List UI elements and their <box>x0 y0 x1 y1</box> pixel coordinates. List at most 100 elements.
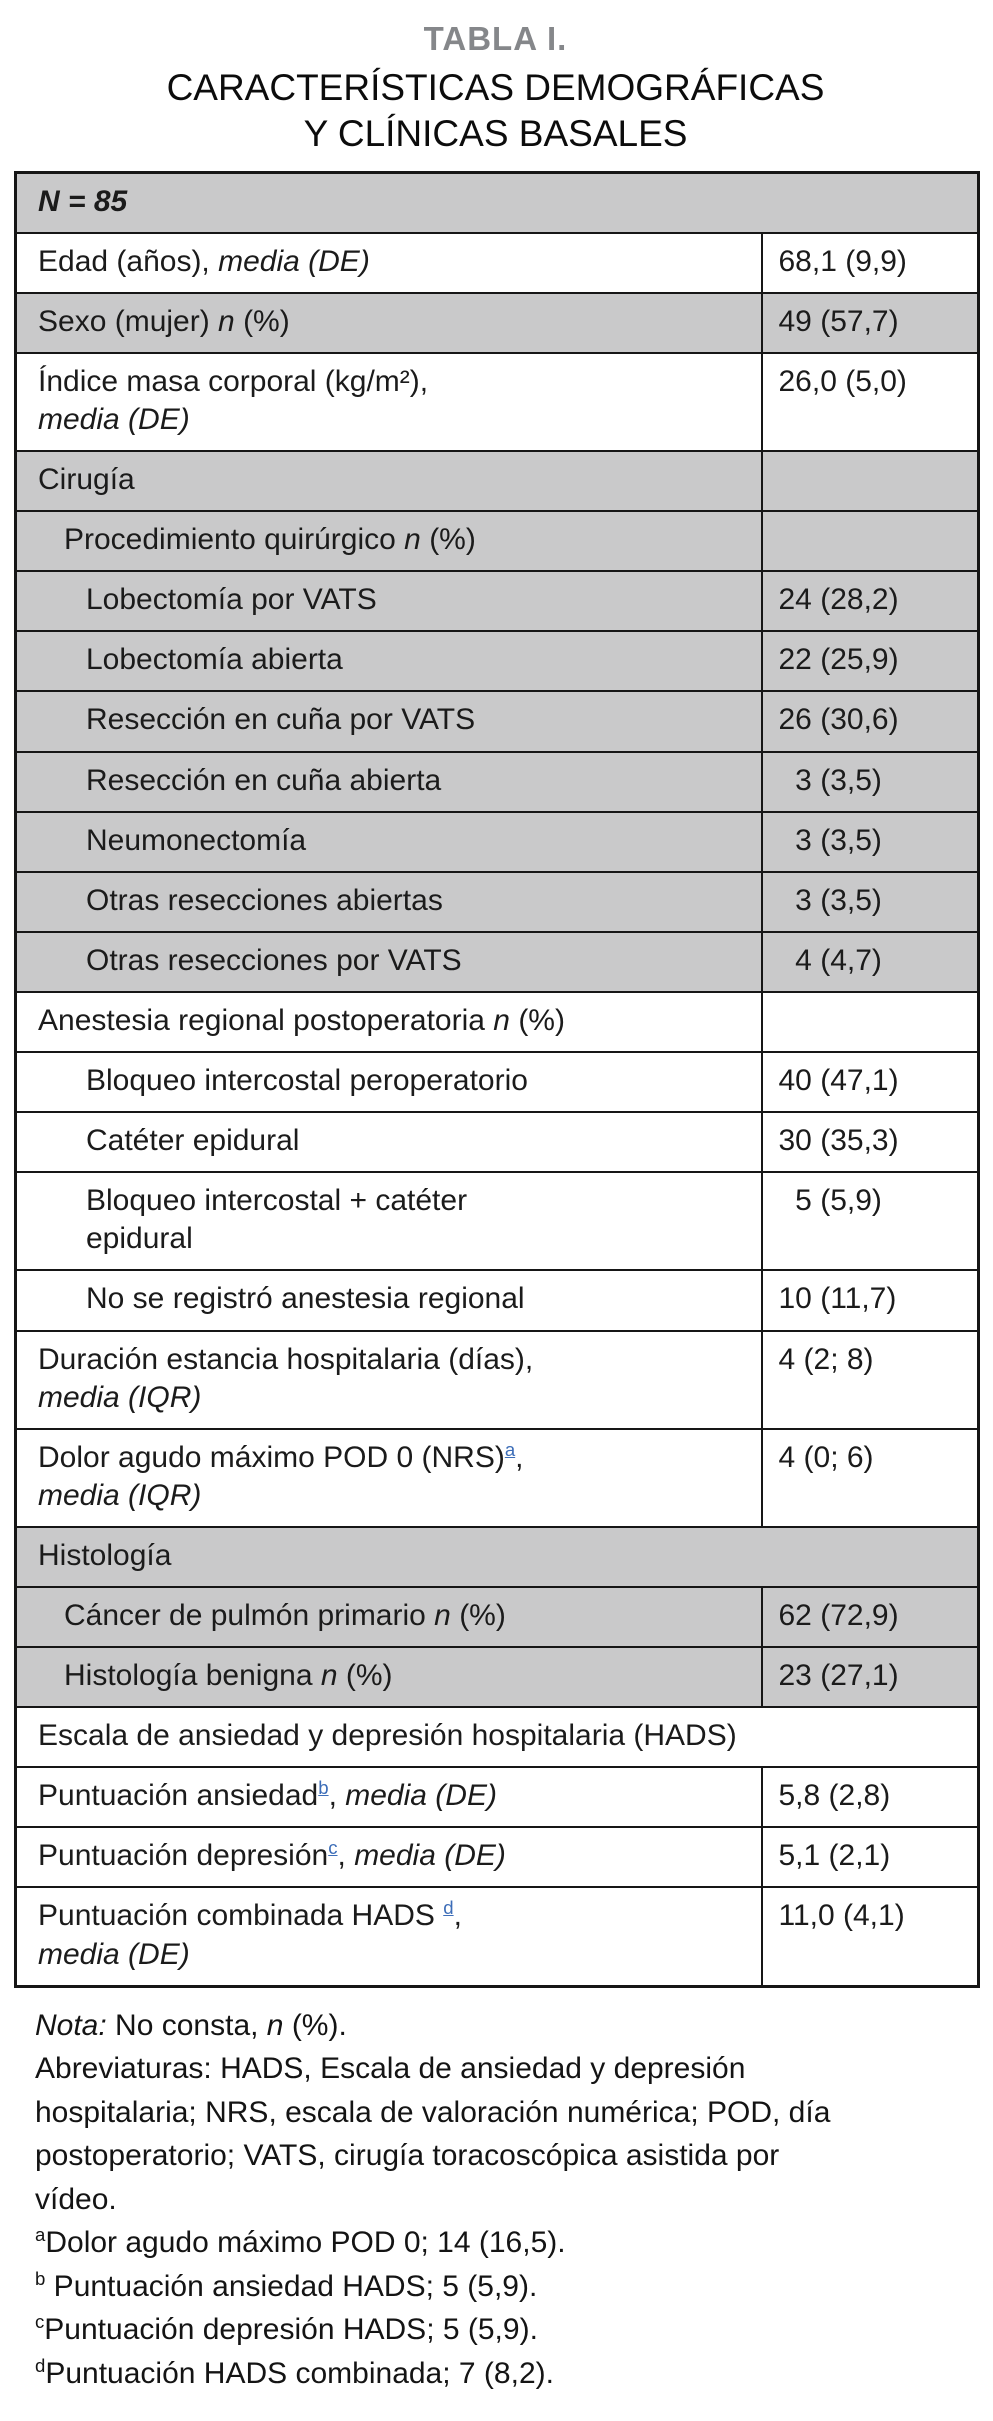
table-row: Dolor agudo máximo POD 0 (NRS)a, media (… <box>14 1427 980 1528</box>
footnote-ref-a[interactable]: a <box>504 1438 516 1460</box>
row-value: 22 (25,9) <box>760 630 980 693</box>
row-label: Lobectomía abierta <box>14 630 763 693</box>
row-value: 40 (47,1) <box>760 1051 980 1114</box>
text-segment: Puntuación combinada HADS <box>38 1899 444 1933</box>
demographics-table-body: N = 85 Edad (años), media (DE) 68,1 (9,9) S… <box>14 171 980 1988</box>
row-label: Resección en cuña abierta <box>14 750 763 813</box>
row-label: Procedimiento quirúrgico n (%) <box>14 510 763 573</box>
table-row: Resección en cuña por VATS 26 (30,6) <box>14 690 980 753</box>
text-segment: Puntuación ansiedad <box>38 1779 319 1813</box>
row-label: Sexo (mujer) n (%) <box>14 291 763 354</box>
table-row: No se registró anestesia regional 10 (11,… <box>14 1269 980 1332</box>
text-segment: n <box>218 304 235 338</box>
text-segment: N = 85 <box>38 184 128 218</box>
text-segment: media (DE) <box>38 403 190 437</box>
row-label: Puntuación depresiónc, media (DE) <box>14 1826 763 1889</box>
demographics-table: N = 85 Edad (años), media (DE) 68,1 (9,9) S… <box>14 170 981 1988</box>
footnote-ref-c[interactable]: c <box>328 1837 338 1859</box>
text-segment: Puntuación depresión <box>38 1839 329 1873</box>
row-value: 4 (2; 8) <box>760 1329 980 1430</box>
row-value <box>760 510 980 573</box>
note-line: cPuntuación depresión HADS; 5 (5,9). <box>35 2308 850 2352</box>
row-label: Catéter epidural <box>14 1111 763 1174</box>
text-segment: , <box>328 1779 346 1813</box>
note-line: aDolor agudo máximo POD 0; 14 (16,5). <box>35 2221 850 2265</box>
row-label: Otras resecciones por VATS <box>14 930 763 993</box>
row-label: Resección en cuña por VATS <box>14 690 763 753</box>
row-value <box>760 990 980 1054</box>
row-label: Anestesia regional postoperatoria n (%) <box>14 990 763 1054</box>
table-row: N = 85 <box>14 171 980 234</box>
text-segment: Dolor agudo máximo POD 0 (NRS) <box>38 1440 505 1474</box>
row-label: N = 85 <box>14 171 980 234</box>
table-row: Cáncer de pulmón primario n (%) 62 (72,9) <box>14 1585 980 1649</box>
text-segment: Índice masa corporal (kg/m²), <box>38 364 429 398</box>
row-value: 30 (35,3) <box>760 1111 980 1174</box>
text-segment: (%) <box>450 1598 506 1632</box>
note-line: b Puntuación ansiedad HADS; 5 (5,9). <box>35 2265 850 2309</box>
table-row: Lobectomía por VATS 24 (28,2) <box>14 570 980 633</box>
table-row: Catéter epidural 30 (35,3) <box>14 1111 980 1174</box>
text-segment: (%) <box>337 1659 393 1693</box>
text-segment: Resección en cuña por VATS <box>86 703 476 737</box>
table-row: Otras resecciones abiertas 3 (3,5) <box>14 870 980 933</box>
row-value: 68,1 (9,9) <box>760 231 980 294</box>
text-segment: Catéter epidural <box>86 1124 300 1158</box>
text-segment: n <box>320 1659 338 1693</box>
row-value: 5,8 (2,8) <box>760 1766 980 1829</box>
row-value: 3 (3,5) <box>760 750 980 813</box>
row-value: 3 (3,5) <box>760 870 980 933</box>
row-value: 5,1 (2,1) <box>760 1826 980 1889</box>
text-segment: Bloqueo intercostal + catéter epidural <box>86 1184 468 1256</box>
table-row: Anestesia regional postoperatoria n (%) <box>14 990 980 1054</box>
text-segment: Histología benigna <box>64 1659 321 1693</box>
footnote-marker-c: c <box>35 2311 45 2333</box>
text-segment: n <box>404 523 421 557</box>
text-segment: Lobectomía por VATS <box>86 583 377 617</box>
table-row: Neumonectomía 3 (3,5) <box>14 810 980 873</box>
table-row: Histología <box>14 1525 980 1588</box>
footnote-ref-b[interactable]: b <box>318 1777 329 1799</box>
table-row: Índice masa corporal (kg/m²), media (DE)… <box>14 351 980 453</box>
row-label: Puntuación combinada HADS d, media (DE) <box>14 1886 763 1988</box>
text-segment: Dolor agudo máximo POD 0; 14 (16,5). <box>45 2226 566 2260</box>
row-value: 5 (5,9) <box>760 1171 980 1272</box>
row-label: Escala de ansiedad y depresión hospitala… <box>14 1706 980 1769</box>
text-segment: , <box>337 1839 355 1873</box>
table-row: Bloqueo intercostal peroperatorio 40 (47,… <box>14 1051 980 1114</box>
row-label: No se registró anestesia regional <box>14 1269 763 1332</box>
table-row: Lobectomía abierta 22 (25,9) <box>14 630 980 693</box>
text-segment: (%). <box>283 2008 347 2042</box>
table-label: TABLA I. <box>423 20 568 57</box>
footnote-ref-d[interactable]: d <box>443 1897 454 1919</box>
table-row: Procedimiento quirúrgico n (%) <box>14 510 980 573</box>
row-label: Cáncer de pulmón primario n (%) <box>14 1585 763 1649</box>
note-line: dPuntuación HADS combinada; 7 (8,2). <box>35 2352 850 2396</box>
text-segment: n <box>434 1598 451 1632</box>
table-title-line1: CARACTERÍSTICAS DEMOGRÁFICAS <box>166 66 825 108</box>
table-row: Edad (años), media (DE) 68,1 (9,9) <box>14 231 980 294</box>
text-segment: media (DE) <box>354 1839 506 1873</box>
row-label: Lobectomía por VATS <box>14 570 763 633</box>
text-segment: Histología <box>38 1538 172 1572</box>
row-label: Histología benigna n (%) <box>14 1646 763 1709</box>
row-label: Dolor agudo máximo POD 0 (NRS)a, media (… <box>14 1427 763 1528</box>
text-segment: No consta, <box>106 2008 267 2042</box>
text-segment: No se registró anestesia regional <box>86 1282 525 1316</box>
text-segment: , <box>515 1440 524 1474</box>
row-value: 23 (27,1) <box>760 1646 980 1709</box>
table-row: Bloqueo intercostal + catéter epidural 5… <box>14 1171 980 1272</box>
row-label: Edad (años), media (DE) <box>14 231 763 294</box>
row-label: Puntuación ansiedadb, media (DE) <box>14 1766 763 1829</box>
row-value: 11,0 (4,1) <box>760 1886 980 1988</box>
text-segment: n <box>493 1003 510 1037</box>
table-row: Histología benigna n (%) 23 (27,1) <box>14 1646 980 1709</box>
text-segment: media (DE) <box>38 1937 190 1971</box>
note-line: Abreviaturas: HADS, Escala de ansiedad y… <box>35 2047 850 2221</box>
table-row: Puntuación combinada HADS d, media (DE) 1… <box>14 1886 980 1988</box>
text-segment: Puntuación HADS combinada; 7 (8,2). <box>45 2356 554 2390</box>
table-notes: Nota: No consta, n (%). Abreviaturas: HAD… <box>35 2004 850 2396</box>
table-row: Puntuación ansiedadb, media (DE) 5,8 (2,8… <box>14 1766 980 1829</box>
table-row: Otras resecciones por VATS 4 (4,7) <box>14 930 980 993</box>
